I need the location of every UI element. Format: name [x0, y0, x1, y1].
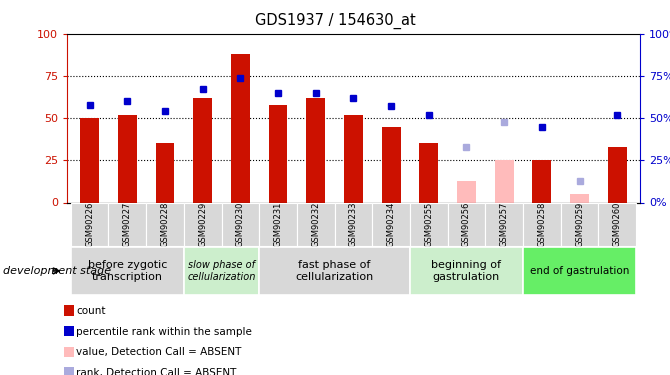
Text: GSM90226: GSM90226: [85, 201, 94, 247]
Text: count: count: [76, 306, 106, 316]
Text: GSM90257: GSM90257: [500, 201, 509, 247]
Text: GSM90232: GSM90232: [312, 201, 320, 247]
Bar: [608, 147, 626, 202]
Text: GSM90228: GSM90228: [161, 201, 170, 247]
Bar: [410, 247, 523, 295]
Bar: [71, 202, 109, 246]
Text: beginning of
gastrulation: beginning of gastrulation: [431, 260, 501, 282]
Bar: [184, 247, 259, 295]
Bar: [448, 202, 485, 246]
Bar: [222, 202, 259, 246]
Bar: [334, 202, 373, 246]
Bar: [494, 160, 514, 202]
Text: GSM90259: GSM90259: [575, 201, 584, 247]
Text: rank, Detection Call = ABSENT: rank, Detection Call = ABSENT: [76, 368, 237, 375]
Text: GDS1937 / 154630_at: GDS1937 / 154630_at: [255, 13, 415, 29]
Bar: [382, 127, 401, 202]
Bar: [344, 115, 363, 202]
Bar: [184, 202, 222, 246]
Text: fast phase of
cellularization: fast phase of cellularization: [295, 260, 374, 282]
Text: GSM90227: GSM90227: [123, 201, 132, 247]
Bar: [269, 105, 287, 202]
Bar: [259, 247, 410, 295]
Text: GSM90230: GSM90230: [236, 201, 245, 247]
Text: GSM90260: GSM90260: [613, 201, 622, 247]
Bar: [297, 202, 334, 246]
Bar: [80, 118, 99, 202]
Text: before zygotic
transcription: before zygotic transcription: [88, 260, 167, 282]
Bar: [118, 115, 137, 202]
Text: GSM90258: GSM90258: [537, 201, 546, 247]
Text: slow phase of
cellularization: slow phase of cellularization: [188, 260, 256, 282]
Bar: [155, 144, 174, 202]
Text: end of gastrulation: end of gastrulation: [530, 266, 629, 276]
Text: percentile rank within the sample: percentile rank within the sample: [76, 327, 252, 337]
Bar: [109, 202, 146, 246]
Text: GSM90231: GSM90231: [273, 201, 283, 247]
Bar: [259, 202, 297, 246]
Bar: [410, 202, 448, 246]
Bar: [419, 144, 438, 202]
Text: development stage: development stage: [3, 266, 111, 276]
Text: GSM90256: GSM90256: [462, 201, 471, 247]
Text: value, Detection Call = ABSENT: value, Detection Call = ABSENT: [76, 348, 242, 357]
Bar: [561, 202, 598, 246]
Text: GSM90234: GSM90234: [387, 201, 395, 247]
Bar: [64, 326, 74, 336]
Bar: [146, 202, 184, 246]
Bar: [523, 202, 561, 246]
Bar: [231, 54, 250, 202]
Text: GSM90229: GSM90229: [198, 201, 207, 247]
Text: GSM90233: GSM90233: [349, 201, 358, 247]
Bar: [570, 194, 589, 202]
Bar: [533, 160, 551, 202]
Bar: [457, 181, 476, 203]
Bar: [64, 346, 74, 357]
Bar: [64, 305, 74, 316]
Bar: [64, 367, 74, 375]
Bar: [373, 202, 410, 246]
Bar: [71, 247, 184, 295]
Bar: [306, 98, 325, 202]
Bar: [598, 202, 636, 246]
Bar: [523, 247, 636, 295]
Bar: [485, 202, 523, 246]
Bar: [193, 98, 212, 202]
Text: GSM90255: GSM90255: [424, 201, 433, 247]
